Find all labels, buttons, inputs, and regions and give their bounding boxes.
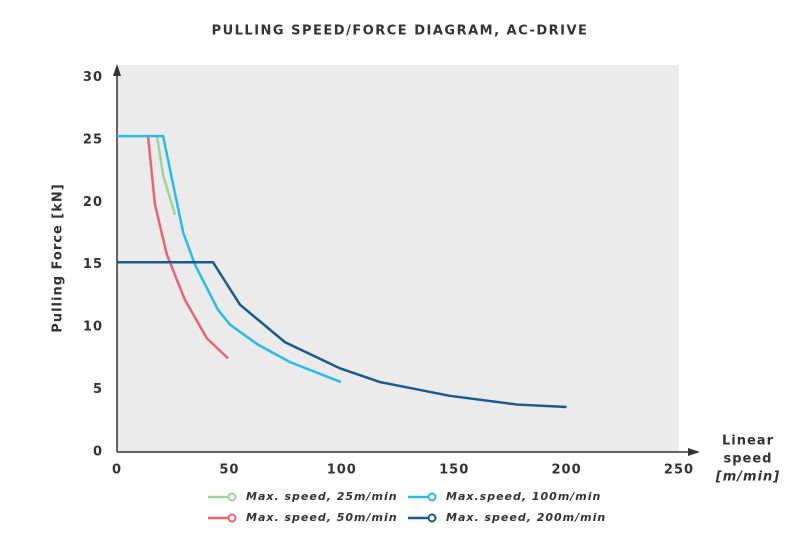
y-tick-label: 25	[83, 132, 103, 147]
y-tick-label: 15	[83, 257, 103, 272]
legend-marker	[227, 492, 237, 502]
x-axis-label: [m/min]	[715, 470, 780, 485]
series-line	[155, 135, 177, 216]
legend-label: Max. speed, 200m/min	[446, 511, 606, 524]
legend-marker	[427, 513, 437, 523]
series-line	[146, 136, 229, 360]
x-tick-label: 250	[664, 463, 694, 478]
legend-marker	[227, 513, 237, 523]
y-tick-label: 5	[93, 382, 103, 397]
legend-label: Max.speed, 100m/min	[446, 490, 601, 503]
x-tick-label: 100	[327, 463, 357, 478]
legend-label: Max. speed, 25m/min	[246, 490, 398, 503]
x-tick-label: 200	[552, 463, 582, 478]
x-tick-label: 150	[439, 463, 469, 478]
x-tick-label: 0	[112, 463, 122, 478]
x-axis-label: Linear	[722, 434, 774, 449]
y-arrow	[113, 64, 121, 76]
legend-marker	[427, 492, 437, 502]
y-tick-label: 20	[83, 195, 103, 210]
plot-area	[117, 65, 679, 452]
series-line	[117, 260, 567, 409]
legend-label: Max. speed, 50m/min	[246, 511, 398, 524]
y-tick-label: 30	[83, 70, 103, 85]
x-arrow	[688, 448, 700, 456]
x-axis-label: speed	[724, 452, 773, 467]
y-tick-label: 10	[83, 320, 103, 335]
x-tick-label: 50	[219, 463, 239, 478]
y-tick-label: 0	[93, 445, 103, 460]
y-axis-label: Pulling Force [kN]	[51, 183, 66, 332]
series-line	[117, 134, 342, 384]
chart-title: PULLING SPEED/FORCE DIAGRAM, AC-DRIVE	[212, 24, 589, 39]
